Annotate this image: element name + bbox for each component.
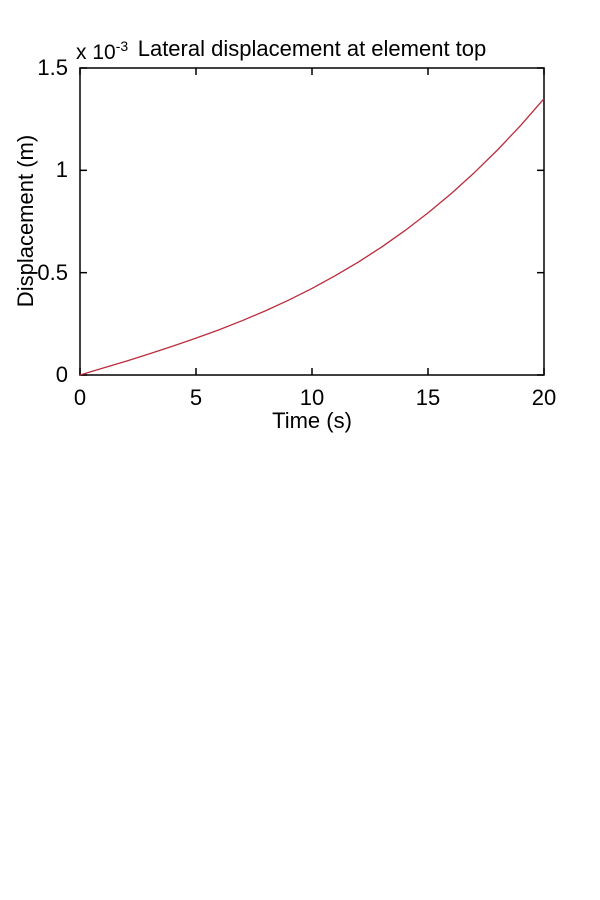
y-tick-label: 1.5 <box>37 55 68 80</box>
x-tick-label: 20 <box>531 385 557 410</box>
y-tick-label: 0.5 <box>37 259 68 285</box>
x-tick-label: 0 <box>73 385 87 410</box>
series-lateral-displacement-curve <box>79 98 545 376</box>
plot-area <box>79 67 545 376</box>
axes-box <box>79 67 545 376</box>
x-tick-label: 10 <box>299 385 325 410</box>
y-tick-label: 0 <box>55 362 68 387</box>
x-tick-label: 5 <box>189 385 203 410</box>
y-axis-exponent-prefix: x 10 <box>76 41 116 64</box>
x-tick-label: 15 <box>415 385 441 410</box>
y-axis-exponent: x 10-3 <box>76 38 128 65</box>
y-tick-label: 1 <box>55 157 68 183</box>
chart-title: Lateral displacement at element top <box>137 36 487 61</box>
y-axis-exponent-sup: -3 <box>115 38 129 54</box>
x-axis-label: Time (s) <box>272 408 352 433</box>
